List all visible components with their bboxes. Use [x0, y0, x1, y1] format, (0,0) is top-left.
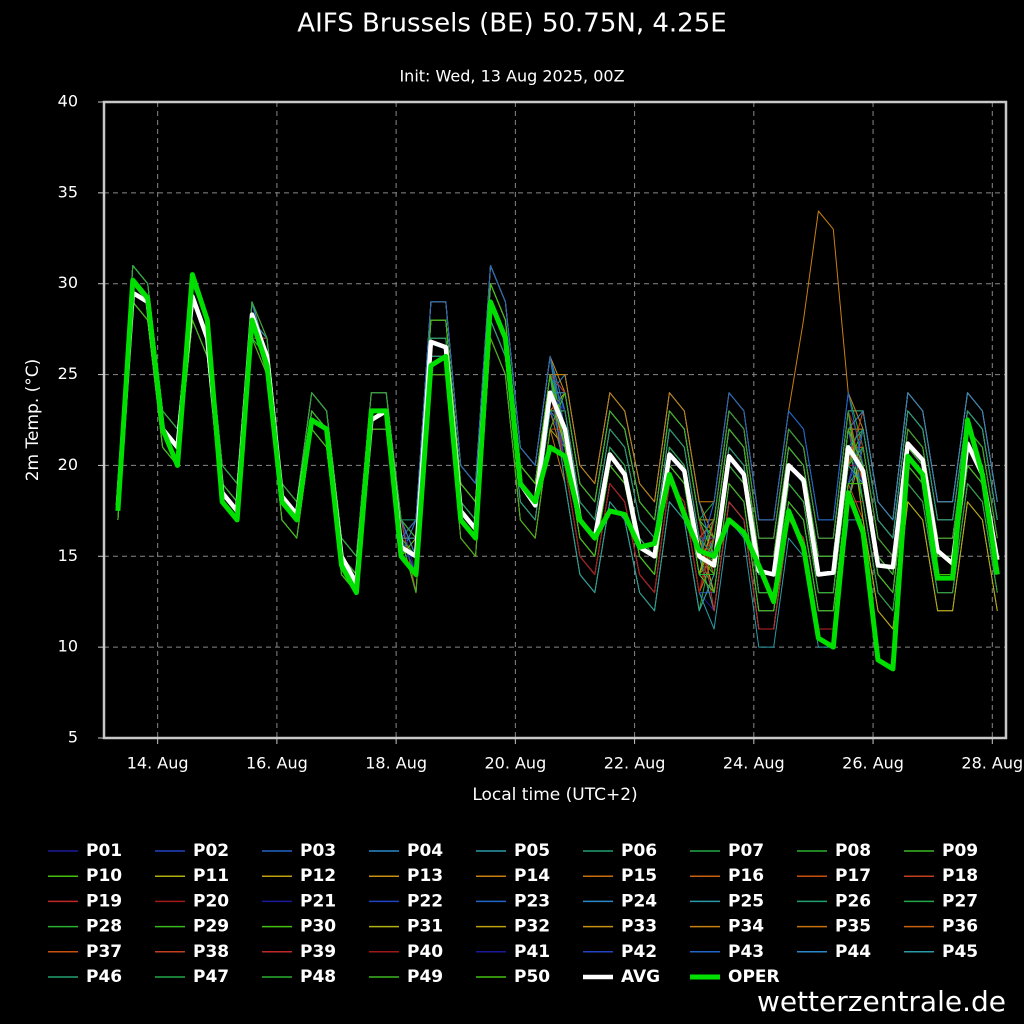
- legend-label: P18: [942, 866, 978, 886]
- x-tick-label: 20. Aug: [484, 754, 546, 773]
- legend-label: P50: [514, 967, 550, 987]
- x-tick-label: 18. Aug: [365, 754, 427, 773]
- legend-label: P26: [835, 891, 871, 911]
- legend-label: P36: [942, 917, 978, 937]
- legend-label: OPER: [728, 967, 780, 987]
- y-tick-label: 25: [58, 364, 78, 383]
- legend-label: P49: [407, 967, 443, 987]
- legend-label: P25: [728, 891, 764, 911]
- legend-label: P21: [300, 891, 336, 911]
- legend-label: P05: [514, 841, 550, 861]
- y-axis-label: 2m Temp. (°C): [23, 359, 43, 482]
- legend-label: P17: [835, 866, 871, 886]
- legend-label: P38: [193, 942, 229, 962]
- y-tick-label: 10: [58, 637, 78, 656]
- legend-label: P10: [86, 866, 122, 886]
- legend-label: P04: [407, 841, 443, 861]
- x-tick-label: 22. Aug: [604, 754, 666, 773]
- y-tick-label: 30: [58, 273, 78, 292]
- legend-label: P46: [86, 967, 122, 987]
- y-tick-label: 35: [58, 182, 78, 201]
- legend-label: AVG: [621, 967, 660, 987]
- legend-label: P28: [86, 917, 122, 937]
- x-tick-label: 26. Aug: [842, 754, 904, 773]
- legend-label: P42: [621, 942, 657, 962]
- legend-label: P19: [86, 891, 122, 911]
- legend-label: P31: [407, 917, 443, 937]
- legend: P01 P02 P03 P04 P05 P06 P07 P08 P09 P10 P11 P12 P13 P…: [48, 841, 978, 987]
- series-line: [115, 272, 1000, 672]
- chart-title: AIFS Brussels (BE) 50.75N, 4.25E: [297, 9, 726, 39]
- x-tick-label: 14. Aug: [127, 754, 189, 773]
- x-axis-label: Local time (UTC+2): [472, 785, 637, 805]
- legend-label: P15: [621, 866, 657, 886]
- x-tick-label: 28. Aug: [961, 754, 1023, 773]
- legend-label: P08: [835, 841, 871, 861]
- legend-label: P48: [300, 967, 336, 987]
- legend-label: P29: [193, 917, 229, 937]
- legend-label: P37: [86, 942, 122, 962]
- plot-lines: [115, 210, 1000, 672]
- chart-subtitle: Init: Wed, 13 Aug 2025, 00Z: [399, 67, 624, 86]
- y-tick-label: 15: [58, 546, 78, 565]
- y-tick-label: 20: [58, 455, 78, 474]
- legend-label: P39: [300, 942, 336, 962]
- legend-label: P34: [728, 917, 764, 937]
- legend-label: P22: [407, 891, 443, 911]
- legend-label: P03: [300, 841, 336, 861]
- plot-frame: [102, 100, 1008, 740]
- legend-label: P33: [621, 917, 657, 937]
- y-tick-label: 40: [58, 92, 78, 111]
- legend-label: P41: [514, 942, 550, 962]
- x-tick-label: 16. Aug: [246, 754, 308, 773]
- legend-label: P06: [621, 841, 657, 861]
- legend-label: P11: [193, 866, 229, 886]
- legend-label: P14: [514, 866, 550, 886]
- watermark: wetterzentrale.de: [757, 985, 1006, 1018]
- x-tick-label: 24. Aug: [723, 754, 785, 773]
- grid: [98, 101, 1006, 744]
- legend-label: P23: [514, 891, 550, 911]
- legend-label: P13: [407, 866, 443, 886]
- legend-label: P40: [407, 942, 443, 962]
- legend-label: P30: [300, 917, 336, 937]
- legend-label: P01: [86, 841, 122, 861]
- y-tick-label: 5: [68, 728, 78, 747]
- series-line: [115, 290, 1000, 586]
- legend-label: P32: [514, 917, 550, 937]
- legend-label: P45: [942, 942, 978, 962]
- legend-label: P09: [942, 841, 978, 861]
- legend-label: P35: [835, 917, 871, 937]
- legend-label: P24: [621, 891, 657, 911]
- legend-label: P07: [728, 841, 764, 861]
- legend-label: P27: [942, 891, 978, 911]
- legend-label: P20: [193, 891, 229, 911]
- legend-label: P16: [728, 866, 764, 886]
- legend-label: P43: [728, 942, 764, 962]
- legend-label: P02: [193, 841, 229, 861]
- legend-label: P44: [835, 942, 871, 962]
- legend-label: P12: [300, 866, 336, 886]
- legend-label: P47: [193, 967, 229, 987]
